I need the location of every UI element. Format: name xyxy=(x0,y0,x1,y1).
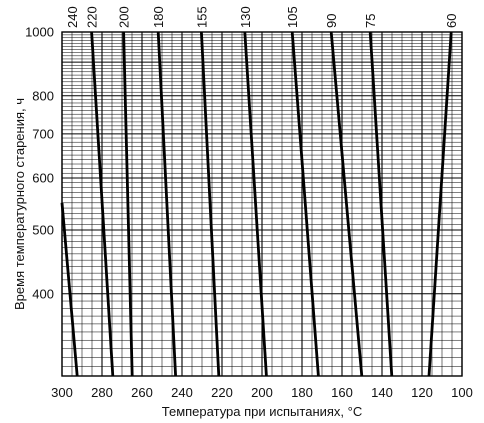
series-label-155: 155 xyxy=(194,6,209,28)
series-line-155 xyxy=(200,31,221,377)
x-tick-label: 260 xyxy=(131,385,153,400)
x-tick-label: 100 xyxy=(451,385,473,400)
x-tick-label: 120 xyxy=(411,385,433,400)
y-axis-label: Время температурного старения, ч xyxy=(12,98,27,310)
y-axis-ticks: 400 500 600 700 800 1000 xyxy=(25,25,54,302)
y-tick-label: 800 xyxy=(32,88,54,103)
series-label-90: 90 xyxy=(324,14,339,28)
x-tick-label: 220 xyxy=(211,385,233,400)
y-tick-label: 700 xyxy=(32,126,54,141)
series-line-130 xyxy=(243,31,268,377)
series-label-240: 240 xyxy=(65,6,80,28)
series-line-200 xyxy=(122,31,134,377)
y-tick-label: 500 xyxy=(32,223,54,238)
x-tick-label: 200 xyxy=(251,385,273,400)
series-labels: 240 220 200 180 155 130 105 90 75 60 xyxy=(65,6,459,28)
series-line-105 xyxy=(290,31,320,377)
series-line-60 xyxy=(427,31,453,377)
x-tick-label: 160 xyxy=(331,385,353,400)
x-tick-label: 240 xyxy=(171,385,193,400)
x-axis-label: Температура при испытаниях, °С xyxy=(162,404,362,419)
series-line-90 xyxy=(329,31,364,377)
series-line-75 xyxy=(368,31,394,377)
series-line-220 xyxy=(90,31,115,377)
x-axis-ticks: 300 280 260 240 220 200 180 160 140 120 100 xyxy=(51,385,473,400)
series-label-220: 220 xyxy=(85,6,100,28)
series-label-200: 200 xyxy=(117,6,132,28)
series-line-240 xyxy=(60,202,79,377)
y-tick-label: 1000 xyxy=(25,25,54,40)
series-lines xyxy=(60,31,453,377)
x-tick-label: 140 xyxy=(371,385,393,400)
series-line-180 xyxy=(156,31,177,377)
series-label-60: 60 xyxy=(444,14,459,28)
series-label-180: 180 xyxy=(151,6,166,28)
x-tick-label: 180 xyxy=(291,385,313,400)
series-label-105: 105 xyxy=(285,6,300,28)
series-label-75: 75 xyxy=(363,14,378,28)
x-tick-label: 300 xyxy=(51,385,73,400)
y-tick-label: 400 xyxy=(32,286,54,301)
x-tick-label: 280 xyxy=(91,385,113,400)
series-label-130: 130 xyxy=(238,6,253,28)
y-tick-label: 600 xyxy=(32,170,54,185)
